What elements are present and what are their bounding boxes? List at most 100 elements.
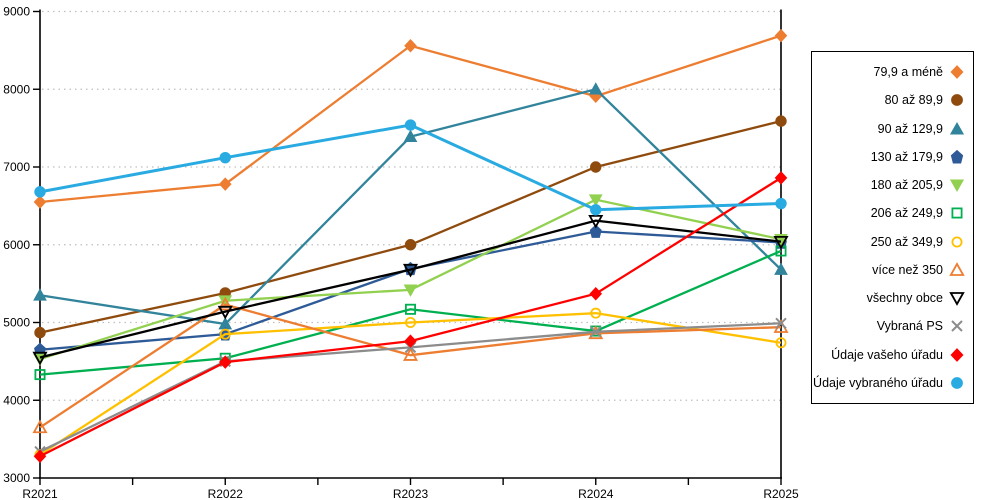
legend-triangle-down-marker-icon [949,179,965,193]
x-tick-label: R2023 [393,487,429,500]
legend-item-label: více než 350 [872,262,943,277]
triangle-down-marker-icon [403,284,418,297]
legend-item-1: 79,9 a méně [812,64,973,80]
y-tick-label: 9000 [3,5,30,19]
circle-marker-icon [775,337,787,349]
circle-marker-icon [775,115,787,127]
legend-diamond-marker-icon [950,347,964,362]
triangle-up-marker-icon [402,347,419,361]
series-line-7 [39,312,782,456]
series-line-6 [39,249,782,376]
triangle-down-marker-icon [32,351,48,366]
triangle-up-marker-icon [588,82,603,95]
triangle-down-marker-icon [217,305,233,320]
series-line-2 [39,120,782,334]
diamond-marker-icon [404,38,417,53]
legend-item-label: Údaje vybraného úřadu [813,375,943,390]
legend-square-marker-icon [951,207,963,219]
series-line-1 [39,34,782,204]
legend-item-label: 80 až 89,9 [884,93,943,108]
y-tick-label: 6000 [3,238,30,252]
x-tick-label: R2021 [22,487,58,500]
x-tick-label: R2025 [763,487,799,500]
diamond-marker-icon [218,177,232,191]
legend-triangle-down-marker-icon [949,292,965,306]
circle-marker-icon [775,197,787,210]
legend-item-label: 250 až 349,9 [870,234,943,249]
legend-item-2: 80 až 89,9 [812,92,973,108]
legend-circle-marker-icon [951,376,963,389]
circle-marker-icon [34,326,46,339]
chart-legend: 79,9 a méně 80 až 89,9 90 až 129,9 130 až 1… [811,51,974,404]
diamond-marker-icon [33,449,47,463]
triangle-down-marker-icon [773,235,789,250]
legend-triangle-up-marker-icon [949,121,965,135]
diamond-marker-icon [774,28,788,43]
legend-item-label: 180 až 205,9 [870,178,943,193]
diamond-marker-icon [33,195,47,209]
triangle-down-marker-icon [588,194,603,207]
square-marker-icon [404,303,416,315]
legend-item-4: 130 až 179,9 [812,149,973,165]
legend-item-label: Vybraná PS [876,319,943,334]
circle-marker-icon [404,239,417,251]
legend-x-marker-icon [951,320,963,333]
legend-item-9: všechny obce [812,290,973,306]
y-tick-label: 3000 [3,471,30,485]
series-line-8 [39,303,782,429]
diamond-marker-icon [774,171,788,185]
legend-item-5: 180 až 205,9 [812,177,973,193]
circle-marker-icon [590,204,602,216]
circle-marker-icon [590,307,602,319]
circle-marker-icon [219,151,231,164]
triangle-down-marker-icon [588,214,604,229]
circle-marker-icon [34,186,46,198]
legend-item-8: více než 350 [812,262,973,278]
legend-item-label: 90 až 129,9 [877,121,943,136]
triangle-down-marker-icon [402,263,419,278]
diamond-marker-icon [404,334,417,348]
circle-marker-icon [590,161,602,173]
pentagon-marker-icon [34,342,46,357]
x-marker-icon [775,317,787,329]
pentagon-marker-icon [589,224,602,238]
triangle-up-marker-icon [33,288,47,301]
legend-diamond-marker-icon [950,65,964,80]
legend-item-11: Údaje vašeho úřadu [812,347,973,363]
legend-triangle-up-marker-icon [949,262,965,276]
legend-item-label: Údaje vašeho úřadu [831,347,943,362]
y-tick-label: 4000 [3,393,30,407]
x-tick-label: R2022 [208,487,244,500]
legend-item-7: 250 až 349,9 [812,234,973,250]
legend-item-6: 206 až 249,9 [812,205,973,221]
triangle-down-marker-icon [218,295,233,308]
legend-item-label: všechny obce [866,291,943,306]
diamond-marker-icon [218,355,232,369]
legend-circle-marker-icon [951,236,963,248]
square-marker-icon [34,369,46,381]
triangle-up-marker-icon [32,419,48,434]
legend-item-label: 79,9 a méně [873,65,944,80]
triangle-up-marker-icon [403,129,418,142]
y-tick-label: 8000 [3,82,30,96]
legend-item-12: Údaje vybraného úřadu [812,375,973,391]
legend-item-label: 206 až 249,9 [870,206,943,221]
legend-item-3: 90 až 129,9 [812,121,973,137]
circle-marker-icon [404,119,417,131]
y-tick-label: 7000 [3,160,30,174]
circle-marker-icon [404,316,416,328]
legend-item-label: 130 až 179,9 [870,149,943,164]
triangle-up-marker-icon [774,262,788,275]
y-tick-label: 5000 [3,316,30,330]
circle-marker-icon [219,328,231,340]
x-marker-icon [590,326,602,338]
legend-circle-marker-icon [951,94,963,107]
legend-pentagon-marker-icon [950,149,964,164]
legend-item-10: Vybraná PS [812,318,973,334]
series-line-9 [39,219,782,359]
triangle-up-marker-icon [217,296,233,311]
x-tick-label: R2024 [578,487,614,500]
diamond-marker-icon [589,287,603,301]
